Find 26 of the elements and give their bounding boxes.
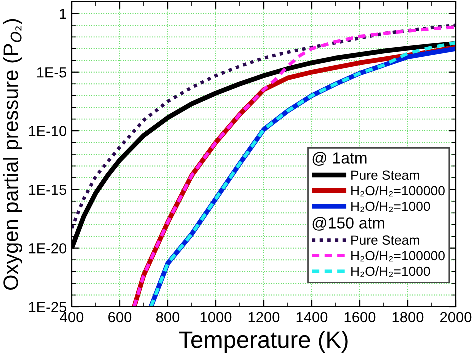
y-axis-title: Oxygen partial pressure (P$_{O₂}$) bbox=[3, 19, 23, 290]
legend-label: H₂O/H₂=100000 bbox=[352, 186, 445, 197]
legend-label: Pure Steam bbox=[352, 170, 420, 180]
x-tick-label: 2000 bbox=[440, 312, 472, 323]
x-tick-label: 400 bbox=[60, 312, 84, 323]
y-tick-label: 1E-5 bbox=[37, 68, 67, 78]
x-tick-label: 1800 bbox=[392, 312, 424, 323]
legend-label: H₂O/H₂=100000 bbox=[352, 250, 445, 262]
legend-label: Pure Steam bbox=[352, 236, 420, 246]
y-tick-label: 1E-20 bbox=[29, 243, 67, 254]
x-tick-label: 1400 bbox=[296, 312, 328, 323]
legend-label: H₂O/H₂=1000 bbox=[352, 266, 430, 278]
x-tick-label: 800 bbox=[156, 312, 180, 323]
legend-title: @ 1atm bbox=[312, 152, 367, 166]
x-tick-label: 1600 bbox=[344, 312, 376, 323]
line-series bbox=[72, 24, 456, 230]
y-tick-label: 1E-10 bbox=[29, 126, 67, 136]
x-tick-label: 600 bbox=[108, 312, 132, 323]
y-tick-label: 1E-15 bbox=[29, 184, 67, 196]
x-tick-label: 1200 bbox=[248, 312, 280, 323]
legend-label: H₂O/H₂=1000 bbox=[352, 202, 430, 212]
y-tick-label: 1E-25 bbox=[29, 302, 67, 312]
x-axis-title: Temperature (K) bbox=[179, 331, 348, 354]
x-tick-label: 1000 bbox=[200, 312, 232, 323]
y-tick-label: 1 bbox=[60, 8, 66, 20]
annotation: @150 atm bbox=[312, 217, 384, 231]
